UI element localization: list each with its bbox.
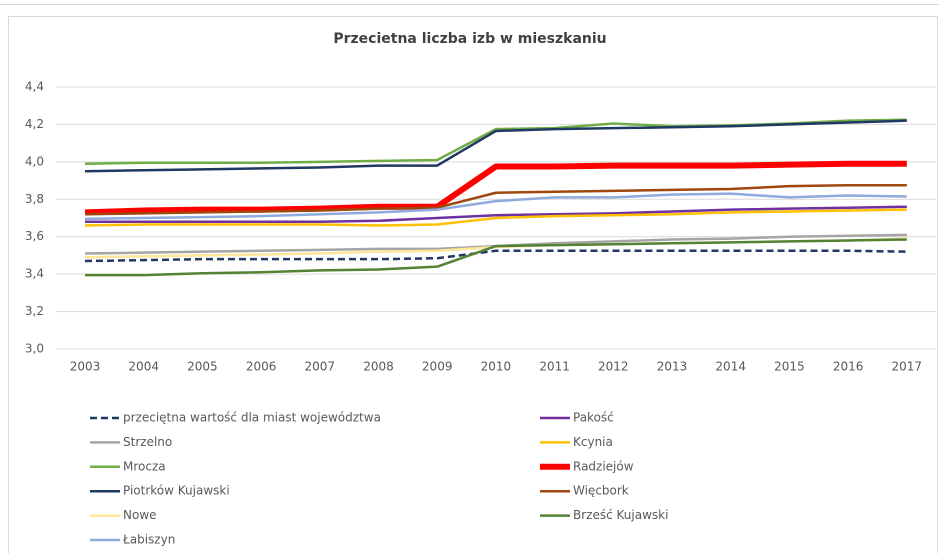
y-tick-label: 3,8	[25, 192, 44, 206]
series-line	[84, 184, 907, 216]
series-line	[85, 205, 907, 223]
series-line	[84, 208, 907, 227]
legend-label: Piotrków Kujawski	[123, 484, 230, 498]
x-tick-label: 2011	[539, 360, 570, 374]
x-tick-label: 2009	[422, 360, 453, 374]
series-line	[85, 238, 907, 277]
x-tick-label: 2008	[363, 360, 394, 374]
x-tick-label: 2005	[187, 360, 218, 374]
x-tick-label: 2004	[128, 360, 159, 374]
y-tick-label: 4,4	[25, 80, 44, 94]
legend-label: Strzelno	[123, 435, 172, 449]
chart-title: Przecietna liczba izb w mieszkaniu	[333, 31, 606, 47]
legend-label: Nowe	[123, 508, 157, 522]
legend-label: Mrocza	[123, 459, 166, 473]
legend-label: Radziejów	[573, 459, 634, 473]
x-tick-label: 2007	[305, 360, 336, 374]
chart-frame	[8, 16, 938, 553]
x-tick-label: 2003	[70, 360, 101, 374]
series-line	[84, 119, 907, 173]
series-line	[84, 249, 907, 263]
legend-label: Brześć Kujawski	[573, 508, 668, 522]
series-line	[84, 160, 907, 216]
x-tick-label: 2012	[598, 360, 629, 374]
x-tick-label: 2013	[657, 360, 688, 374]
y-tick-label: 3,2	[25, 304, 44, 318]
legend-label: przeciętna wartość dla miast województwa	[123, 411, 381, 425]
y-tick-label: 4,0	[25, 154, 44, 168]
y-tick-label: 3,6	[25, 229, 44, 243]
legend-label: Więcbork	[573, 484, 629, 498]
legend-label: Kcynia	[573, 435, 613, 449]
x-tick-label: 2014	[715, 360, 746, 374]
y-tick-label: 3,4	[25, 267, 44, 281]
legend-label: Łabiszyn	[122, 533, 175, 547]
x-tick-label: 2006	[246, 360, 277, 374]
x-tick-label: 2016	[833, 360, 864, 374]
x-tick-label: 2015	[774, 360, 805, 374]
y-tick-label: 3,0	[25, 342, 44, 356]
y-tick-label: 4,2	[25, 117, 44, 131]
x-tick-label: 2017	[892, 360, 923, 374]
legend-label: Pakość	[573, 411, 614, 425]
series-line	[84, 192, 907, 221]
x-tick-label: 2010	[481, 360, 512, 374]
